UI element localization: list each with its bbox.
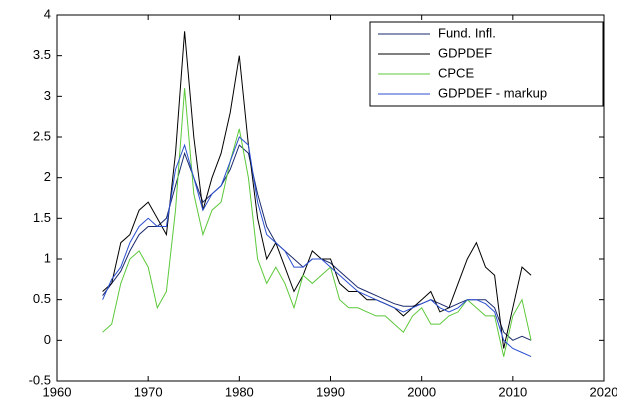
x-tick-label: 2010 <box>498 384 527 399</box>
y-tick-label: 2.5 <box>33 128 51 143</box>
x-tick-label: 2020 <box>590 384 617 399</box>
y-tick-label: 0.5 <box>33 291 51 306</box>
y-tick-label: 1 <box>44 250 51 265</box>
y-tick-label: -0.5 <box>29 372 51 387</box>
series-line <box>102 136 532 358</box>
series-line <box>102 31 532 349</box>
y-tick-label: 3.5 <box>33 47 51 62</box>
x-tick-label: 1970 <box>134 384 163 399</box>
legend-label: Fund. Infl. <box>438 25 496 40</box>
x-tick-label: 1990 <box>316 384 345 399</box>
y-tick-label: 3 <box>44 88 51 103</box>
legend-label: CPCE <box>438 65 474 80</box>
legend-label: GDPDEF <box>438 45 492 60</box>
legend-label: GDPDEF - markup <box>438 85 547 100</box>
x-tick-label: 2000 <box>407 384 436 399</box>
y-tick-label: 0 <box>44 332 51 347</box>
series-line <box>102 88 532 357</box>
legend-box <box>369 21 604 107</box>
x-tick-label: 1960 <box>43 384 72 399</box>
series-line <box>102 144 532 341</box>
y-tick-label: 2 <box>44 169 51 184</box>
y-tick-label: 4 <box>44 6 51 21</box>
y-tick-label: 1.5 <box>33 210 51 225</box>
x-tick-label: 1980 <box>225 384 254 399</box>
